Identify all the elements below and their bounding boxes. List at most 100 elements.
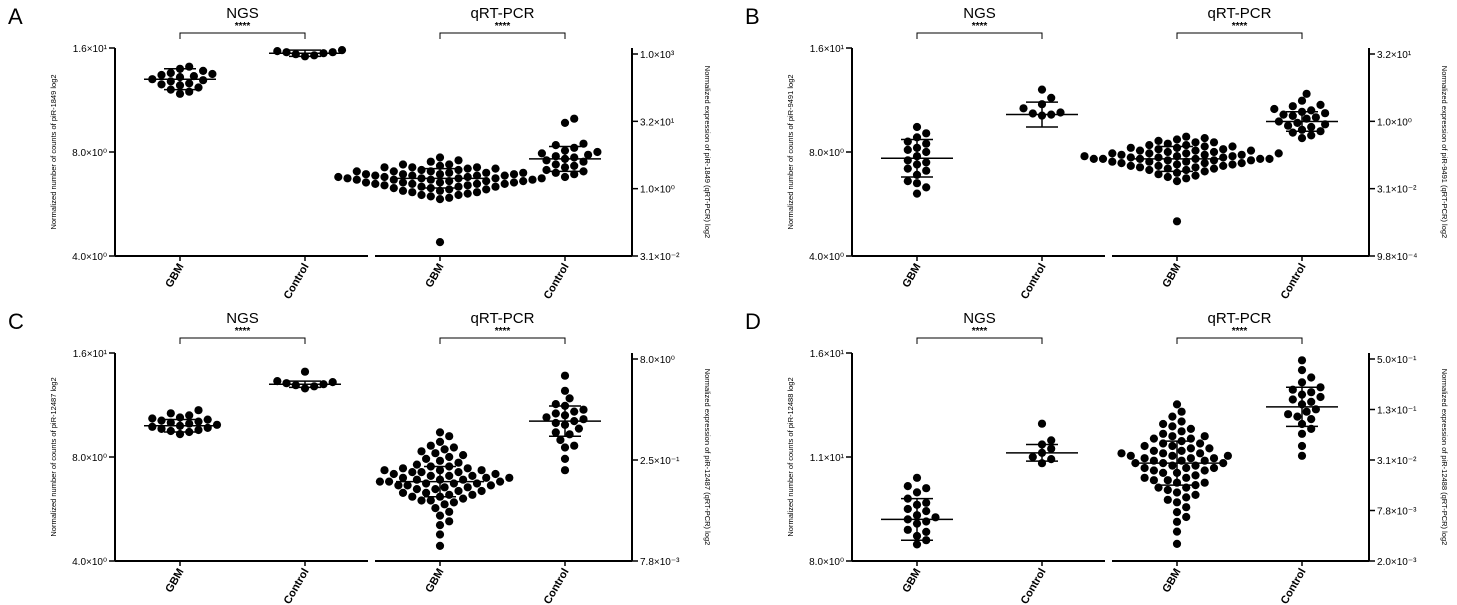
data-point [361, 178, 371, 187]
category-label-gbm: GBM [163, 567, 186, 595]
data-point [1047, 93, 1056, 102]
data-point [482, 168, 491, 177]
data-point [208, 69, 217, 79]
data-point [1307, 415, 1316, 424]
series-qrt-pcr-gbm [1117, 400, 1232, 548]
data-point [1089, 154, 1098, 163]
data-point [1316, 100, 1325, 109]
data-point [1168, 412, 1177, 421]
data-point [194, 83, 203, 92]
series-ngs-control [273, 367, 337, 393]
data-point [398, 464, 408, 473]
data-point [472, 163, 482, 172]
data-point [408, 179, 417, 188]
data-point [551, 428, 560, 437]
category-label-control: Control [542, 567, 572, 605]
panel-label: C [8, 309, 24, 334]
left-tick-label: 8.0×10⁰ [809, 557, 844, 568]
data-point [1140, 441, 1149, 451]
data-point [551, 409, 560, 418]
data-point [1172, 135, 1182, 144]
significance-bracket [1176, 32, 1303, 39]
data-point [500, 171, 509, 180]
data-point [903, 145, 912, 154]
data-point [922, 166, 931, 175]
data-point [417, 182, 426, 191]
panel-a: A 1.6×10¹ 8.0×10⁰ 4.0×10⁰ 1.0×10³ 3.2×10¹ 1.0×… [0, 0, 720, 300]
series-ngs-control [1028, 419, 1056, 468]
data-point [185, 419, 194, 428]
data-point [1297, 378, 1307, 387]
data-point [1307, 388, 1316, 397]
data-point [1108, 157, 1117, 166]
right-tick-label: 3.1×10⁻² [640, 252, 680, 263]
data-point [435, 530, 445, 539]
data-point [570, 441, 579, 450]
data-point [199, 76, 208, 85]
data-point [463, 189, 472, 198]
data-point [440, 445, 449, 454]
data-point [579, 405, 588, 414]
data-point [282, 48, 291, 57]
data-point [157, 80, 166, 89]
data-point [1168, 451, 1177, 460]
data-point [463, 164, 472, 173]
data-point [175, 89, 185, 98]
data-point [380, 181, 389, 190]
data-point [352, 175, 361, 184]
panel-c: C 1.6×10¹ 8.0×10⁰ 4.0×10⁰ 8.0×10⁰ 2.5×10⁻¹ 7.8… [0, 305, 720, 605]
data-point [1145, 165, 1154, 175]
data-point [1307, 397, 1316, 406]
data-point [417, 468, 426, 477]
right-tick-label: 1.3×10⁻¹ [1377, 406, 1417, 417]
data-point [1140, 463, 1149, 473]
data-point [560, 386, 570, 395]
left-tick-label: 1.6×10¹ [810, 349, 845, 360]
right-tick-label: 3.2×10¹ [1377, 50, 1412, 61]
data-point [1163, 147, 1172, 157]
data-point [1307, 122, 1316, 132]
data-point [1321, 120, 1330, 129]
data-point [389, 175, 398, 184]
data-point [1108, 149, 1117, 158]
data-point [398, 170, 408, 179]
data-point [472, 188, 482, 197]
data-point [1200, 466, 1209, 475]
data-point [1168, 422, 1177, 431]
data-point [398, 488, 408, 497]
data-point [903, 164, 912, 173]
data-point [1182, 512, 1191, 522]
data-point [1205, 444, 1214, 453]
data-point [435, 428, 445, 437]
left-axis-label: Normalized number of counts of piR-12487… [49, 377, 58, 536]
data-point [337, 46, 347, 55]
data-point [1209, 138, 1219, 147]
data-point [1237, 150, 1246, 159]
data-point [273, 377, 282, 386]
data-point [361, 170, 371, 179]
data-point [500, 179, 509, 188]
data-point [440, 500, 449, 509]
right-tick-label: 8.0×10⁰ [640, 355, 675, 366]
data-point [426, 175, 435, 184]
data-point [1274, 149, 1283, 158]
data-point [482, 473, 491, 482]
data-point [185, 411, 194, 420]
group-title-qrt-pcr: qRT-PCR [471, 310, 535, 327]
data-point [1182, 165, 1191, 175]
data-point [1237, 159, 1246, 168]
series-qrt-pcr-control [1270, 89, 1330, 143]
data-point [560, 172, 570, 182]
right-tick-label: 2.0×10⁻³ [1377, 557, 1417, 568]
data-point [912, 189, 922, 198]
group-title-ngs: NGS [963, 310, 996, 327]
data-point [560, 371, 570, 380]
right-tick-label: 1.0×10³ [640, 50, 675, 61]
data-point [194, 417, 203, 426]
data-point [1047, 455, 1056, 464]
data-point [551, 400, 560, 409]
data-point [1145, 149, 1154, 158]
data-point [1182, 503, 1191, 512]
data-point [1186, 424, 1195, 433]
